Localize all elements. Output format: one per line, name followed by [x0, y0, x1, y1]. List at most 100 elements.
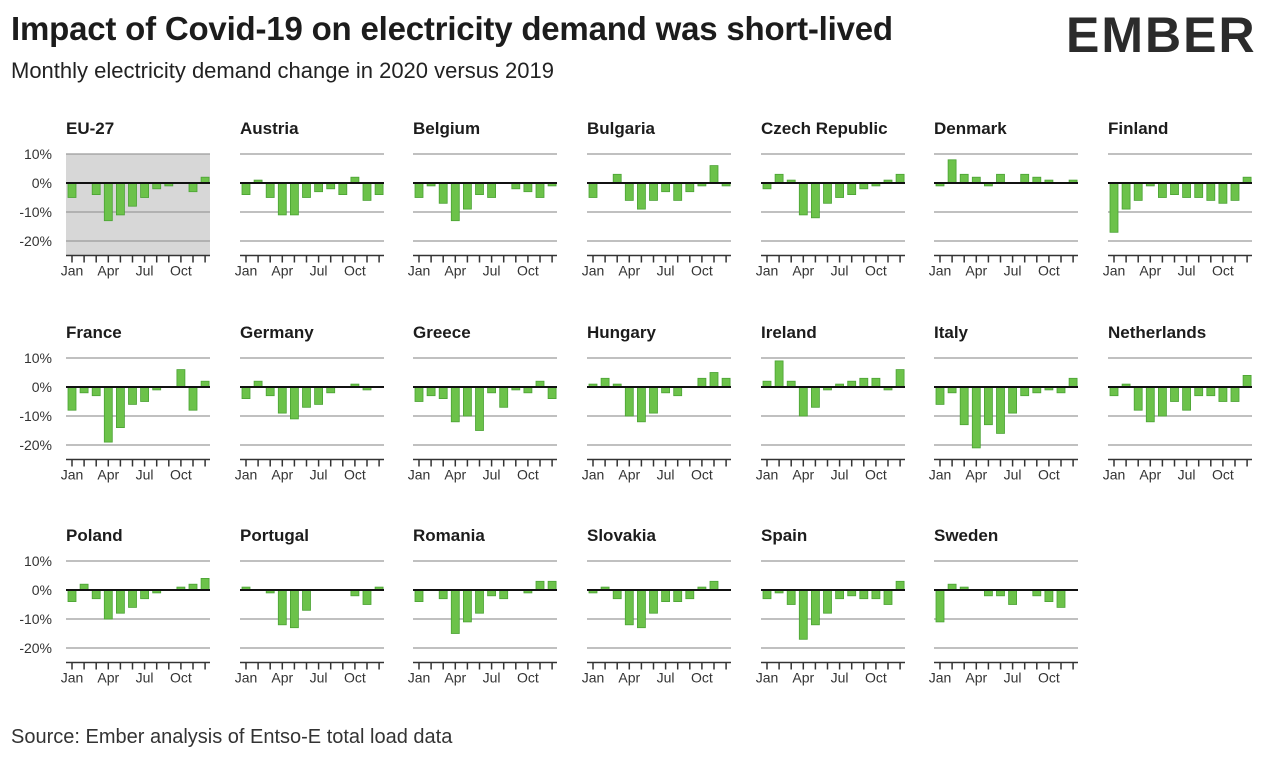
- bar-nov: [1056, 589, 1066, 608]
- x-tick-label: Apr: [792, 467, 814, 483]
- x-tick-label: Apr: [792, 263, 814, 279]
- bar-apr: [277, 589, 287, 626]
- x-tick-label: Jul: [483, 263, 501, 279]
- panel-portugal: Portugal Jan Apr Jul Oct: [235, 526, 384, 686]
- bar-nov: [362, 589, 372, 605]
- x-tick-label: Jan: [929, 263, 952, 279]
- x-tick-label: Apr: [792, 670, 814, 686]
- panel-title: Italy: [934, 323, 969, 342]
- bar-may: [462, 182, 472, 210]
- bar-aug: [1020, 173, 1030, 184]
- panel-title: France: [66, 323, 122, 342]
- bar-mar: [265, 182, 275, 198]
- panel-sweden: Sweden Jan Apr Jul Oct: [929, 526, 1078, 686]
- bar-mar: [438, 589, 448, 600]
- bar-sep: [685, 182, 695, 193]
- bar-jan: [935, 589, 945, 623]
- x-tick-label: Jan: [61, 670, 84, 686]
- bar-jun: [1170, 182, 1179, 196]
- bar-dec: [1242, 374, 1252, 388]
- bar-jun: [649, 589, 658, 614]
- x-tick-label: Jul: [310, 467, 328, 483]
- panel-romania: Romania Jan Apr Jul Oct: [408, 526, 557, 686]
- bar-jun: [475, 386, 484, 431]
- x-tick-label: Jan: [235, 670, 258, 686]
- panel-title: Romania: [413, 526, 485, 545]
- bar-apr: [798, 589, 808, 640]
- bar-apr: [971, 386, 981, 449]
- bar-aug: [499, 386, 509, 408]
- bar-may: [637, 589, 646, 629]
- bar-mar: [91, 386, 101, 397]
- bar-nov: [709, 165, 719, 184]
- y-tick-label: 10%: [24, 350, 52, 366]
- bar-jun: [996, 386, 1005, 434]
- bar-jan: [241, 182, 251, 196]
- x-tick-label: Apr: [444, 670, 466, 686]
- bar-jun: [302, 386, 311, 408]
- bar-jul: [487, 182, 497, 198]
- x-tick-label: Jan: [1103, 263, 1126, 279]
- bar-jul: [835, 589, 844, 600]
- bar-oct: [1044, 589, 1054, 603]
- panel-hungary: Hungary Jan Apr Jul Oct: [582, 323, 731, 483]
- panel-denmark: Denmark Jan Apr Jul Oct: [929, 119, 1078, 279]
- x-tick-label: Apr: [444, 467, 466, 483]
- x-tick-label: Oct: [1038, 670, 1060, 686]
- x-tick-label: Jan: [582, 670, 605, 686]
- x-tick-label: Jan: [408, 467, 431, 483]
- panel-netherlands: Netherlands Jan Apr Jul Oct: [1103, 323, 1252, 483]
- bar-jun: [649, 182, 658, 201]
- panel-title: Bulgaria: [587, 119, 656, 138]
- bar-may: [289, 182, 299, 216]
- bar-jul: [1182, 182, 1191, 198]
- panel-slovakia: Slovakia Jan Apr Jul Oct: [582, 526, 731, 686]
- bar-mar: [612, 589, 622, 600]
- x-tick-label: Jul: [831, 263, 849, 279]
- bar-jan: [935, 386, 945, 405]
- bar-apr: [624, 182, 634, 201]
- x-tick-label: Jul: [1004, 467, 1022, 483]
- bar-oct: [871, 377, 881, 388]
- y-tick-label: -10%: [19, 204, 52, 220]
- panel-bulgaria: Bulgaria Jan Apr Jul Oct: [582, 119, 731, 279]
- panel-title: Greece: [413, 323, 471, 342]
- bar-oct: [1218, 182, 1228, 204]
- x-tick-label: Jul: [136, 467, 154, 483]
- bar-jun: [128, 182, 137, 207]
- bar-may: [462, 386, 472, 417]
- panel-austria: Austria Jan Apr Jul Oct: [235, 119, 384, 279]
- bar-dec: [895, 369, 905, 388]
- x-tick-label: Jan: [582, 263, 605, 279]
- bar-may: [116, 589, 125, 614]
- bar-may: [811, 182, 820, 219]
- bar-mar: [612, 173, 622, 184]
- bar-may: [289, 589, 299, 629]
- x-tick-label: Oct: [1038, 263, 1060, 279]
- x-tick-label: Apr: [618, 670, 640, 686]
- x-tick-label: Jul: [310, 263, 328, 279]
- chart-title: Impact of Covid-19 on electricity demand…: [11, 10, 893, 47]
- bar-jan: [588, 182, 598, 198]
- bar-aug: [673, 589, 683, 603]
- bar-apr: [103, 182, 113, 222]
- x-tick-label: Oct: [344, 467, 366, 483]
- bar-aug: [673, 386, 683, 397]
- y-tick-label: -10%: [19, 408, 52, 424]
- x-tick-label: Oct: [170, 467, 192, 483]
- x-tick-label: Jan: [756, 670, 779, 686]
- bar-nov: [535, 580, 545, 591]
- bar-apr: [450, 589, 460, 634]
- panel-title: Germany: [240, 323, 314, 342]
- bar-may: [811, 386, 820, 408]
- x-tick-label: Jan: [235, 263, 258, 279]
- x-tick-label: Jan: [408, 670, 431, 686]
- bar-oct: [1218, 386, 1228, 402]
- bar-nov: [709, 372, 719, 388]
- x-tick-label: Jul: [831, 467, 849, 483]
- bar-jan: [414, 182, 424, 198]
- bar-jan: [762, 589, 772, 600]
- bar-mar: [91, 589, 101, 600]
- bar-jun: [823, 182, 832, 204]
- bar-mar: [91, 182, 101, 196]
